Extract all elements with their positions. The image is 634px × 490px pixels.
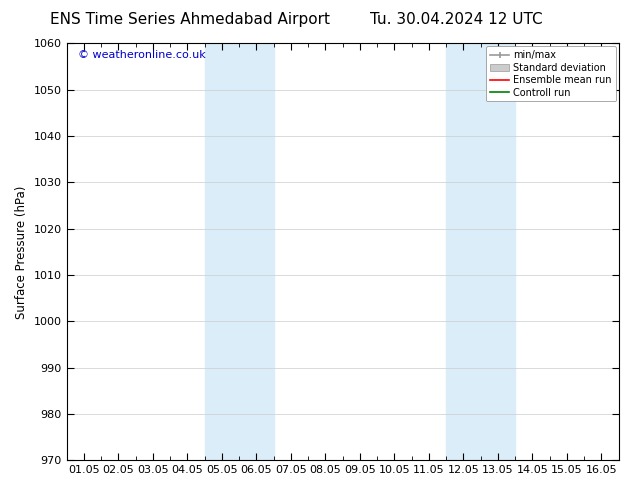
- Legend: min/max, Standard deviation, Ensemble mean run, Controll run: min/max, Standard deviation, Ensemble me…: [486, 47, 616, 101]
- Bar: [446, 44, 515, 460]
- Text: ENS Time Series Ahmedabad Airport: ENS Time Series Ahmedabad Airport: [50, 12, 330, 27]
- Text: © weatheronline.co.uk: © weatheronline.co.uk: [77, 50, 205, 60]
- Text: Tu. 30.04.2024 12 UTC: Tu. 30.04.2024 12 UTC: [370, 12, 543, 27]
- Y-axis label: Surface Pressure (hPa): Surface Pressure (hPa): [15, 185, 28, 318]
- Bar: [205, 44, 273, 460]
